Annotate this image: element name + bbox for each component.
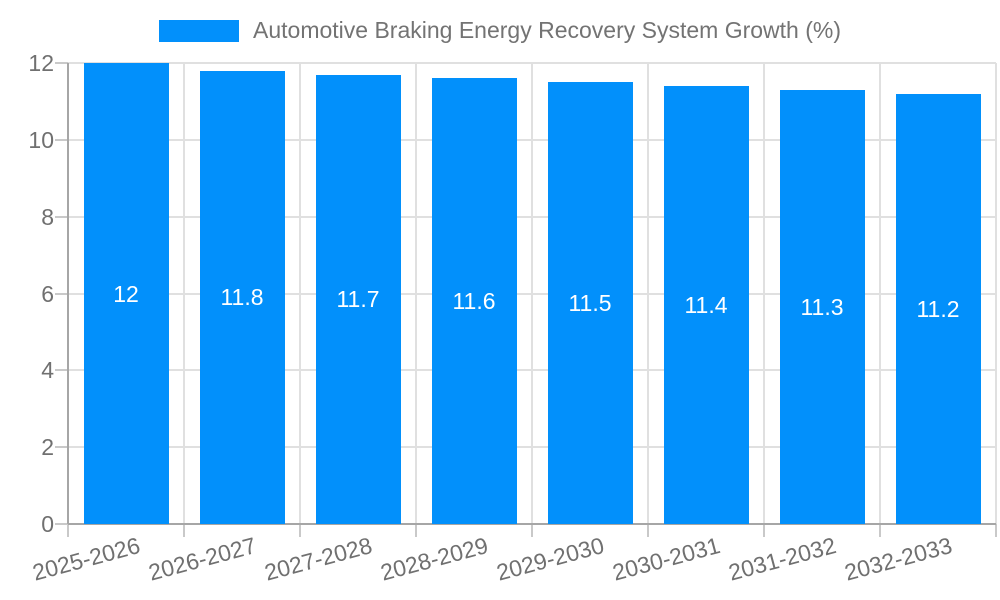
y-axis-tick (55, 292, 68, 295)
bar[interactable] (779, 89, 865, 524)
bar-value-label: 11.7 (336, 286, 380, 313)
bar[interactable] (315, 74, 401, 524)
x-axis-tick (183, 524, 185, 537)
y-tick-label: 6 (41, 280, 54, 307)
y-axis-tick (55, 369, 68, 372)
bar-value-label: 11.6 (452, 288, 496, 315)
x-axis-tick (995, 524, 997, 537)
v-gridline (995, 63, 997, 524)
y-tick-label: 12 (28, 50, 54, 76)
y-tick-label: 4 (41, 357, 54, 384)
bar-value-label: 11.2 (916, 295, 960, 322)
bar-value-label: 11.5 (568, 290, 612, 317)
bar[interactable] (663, 86, 749, 524)
bar[interactable] (547, 82, 633, 524)
bar[interactable] (431, 78, 517, 524)
legend-swatch (159, 19, 239, 42)
legend-label: Automotive Braking Energy Recovery Syste… (253, 17, 841, 43)
x-axis-tick (763, 524, 765, 537)
x-tick-label: 2027-2028 (261, 532, 375, 586)
x-axis-tick (531, 524, 533, 537)
bar-value-label: 12 (113, 280, 139, 307)
bar[interactable] (83, 63, 169, 524)
x-tick-label: 2028-2029 (377, 532, 491, 586)
x-tick-label: 2030-2031 (609, 532, 723, 586)
x-axis-tick (415, 524, 417, 537)
legend[interactable]: Automotive Braking Energy Recovery Syste… (0, 17, 1000, 44)
y-tick-label: 2 (41, 434, 54, 461)
y-tick-label: 10 (28, 126, 54, 153)
v-gridline (299, 63, 301, 524)
v-gridline (763, 63, 765, 524)
y-axis-tick (55, 62, 68, 64)
bar-value-label: 11.4 (684, 292, 728, 319)
y-tick-label: 0 (41, 511, 54, 537)
x-tick-label: 2031-2032 (725, 532, 839, 586)
x-axis-tick (647, 524, 649, 537)
y-axis-tick (55, 446, 68, 449)
x-tick-label: 2029-2030 (493, 532, 607, 586)
x-tick-label: 2032-2033 (841, 532, 955, 586)
y-axis-tick (55, 138, 68, 141)
x-axis-line (68, 523, 996, 525)
x-axis-tick (67, 524, 69, 537)
bar[interactable] (199, 70, 285, 524)
v-gridline (531, 63, 533, 524)
y-axis-tick (55, 523, 68, 525)
bar-value-label: 11.3 (800, 293, 844, 320)
x-axis-tick (879, 524, 881, 537)
bar-value-label: 11.8 (220, 284, 264, 311)
bar[interactable] (895, 93, 981, 524)
y-axis-line (67, 63, 69, 524)
y-tick-label: 8 (41, 203, 54, 230)
x-tick-label: 2026-2027 (145, 532, 259, 586)
v-gridline (647, 63, 649, 524)
y-axis-tick (55, 215, 68, 218)
x-tick-label: 2025-2026 (29, 532, 143, 586)
x-axis-tick (299, 524, 301, 537)
v-gridline (415, 63, 417, 524)
v-gridline (879, 63, 881, 524)
v-gridline (183, 63, 185, 524)
